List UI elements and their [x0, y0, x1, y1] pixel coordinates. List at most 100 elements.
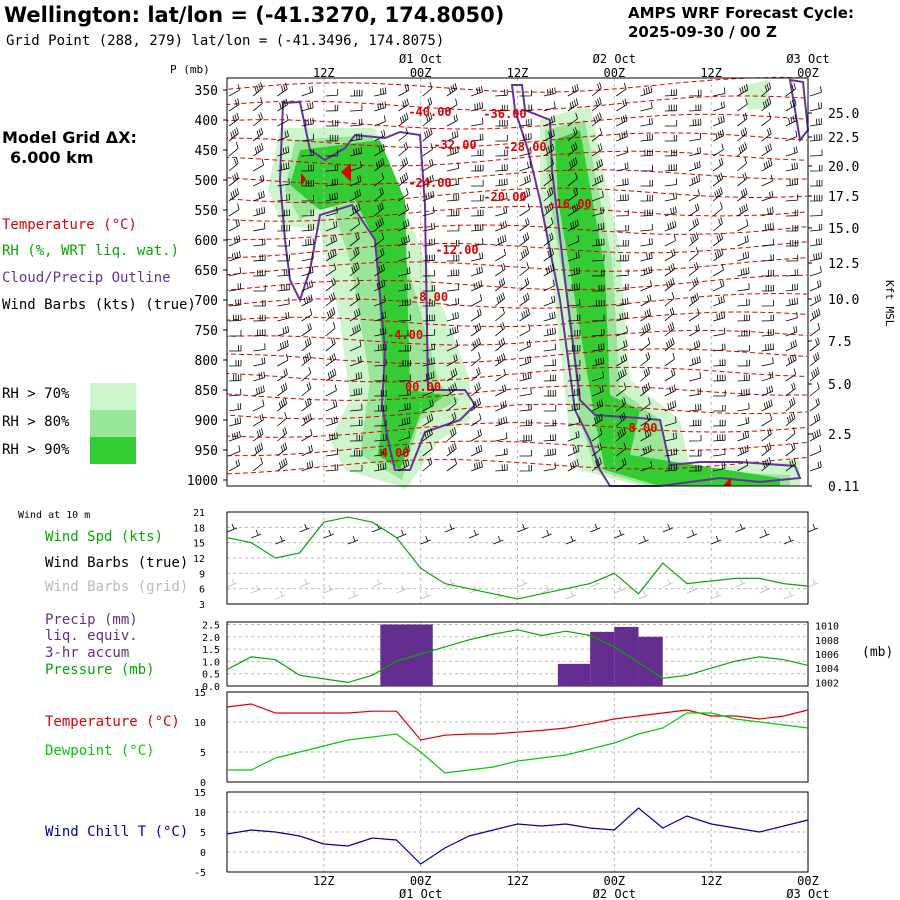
surface-wind-barb	[299, 523, 310, 533]
wind-barb	[591, 385, 604, 397]
wind-barb	[470, 460, 483, 472]
wind-barb	[591, 427, 603, 442]
height-tick-label: 5.0	[828, 378, 851, 393]
wind-barb	[640, 194, 653, 202]
grid-wind-barb	[420, 590, 431, 600]
wind-barb	[253, 238, 266, 247]
wind-barb	[277, 209, 290, 217]
temperature-contour	[226, 187, 808, 204]
wind-barb	[301, 209, 314, 217]
pressure-tick-label: 1006	[815, 650, 839, 661]
wind-barb	[640, 337, 651, 352]
top-date-label: Ø1 Oct	[399, 52, 442, 66]
wind-barb	[495, 432, 508, 442]
surface-wind-barb	[759, 529, 770, 539]
surface-wind-barb	[638, 535, 649, 545]
wind-barb	[567, 345, 581, 352]
wind-chill-tick-label: 0	[200, 848, 206, 859]
wind-barb	[640, 133, 653, 142]
wind-barb	[228, 283, 242, 292]
wind-barb	[591, 399, 604, 412]
wind-barb	[543, 295, 556, 307]
wind-barb	[228, 459, 240, 472]
wind-barb	[446, 146, 459, 157]
wind-barb	[253, 357, 266, 367]
pressure-tick-label: 1008	[815, 636, 839, 647]
rh-region-rh90	[555, 130, 780, 486]
wind-barb	[252, 413, 264, 427]
wind-barb	[761, 269, 774, 277]
wind-barb	[543, 419, 557, 427]
wind-barb	[567, 98, 579, 112]
wind-barb	[737, 416, 750, 427]
precip-tick-label: 0.0	[202, 682, 220, 693]
wind-barb	[567, 374, 581, 382]
precip-tick-label: 0.5	[202, 670, 220, 681]
wind-barb	[422, 299, 436, 307]
wind-barb	[640, 294, 652, 307]
surface-wind-barb	[420, 535, 431, 545]
wind-barb	[519, 340, 531, 352]
wind-barb	[446, 162, 459, 172]
wind-barb	[471, 209, 484, 217]
wind-barb	[253, 399, 265, 412]
wind-barb	[301, 444, 313, 457]
wind-barb	[737, 345, 750, 352]
wind-speed-tick-label: 3	[199, 600, 205, 611]
wind-barb	[640, 308, 652, 322]
top-date-label: Ø2 Oct	[593, 52, 636, 66]
wind-barb	[374, 374, 387, 382]
wind-barb	[398, 219, 410, 232]
wind-barb	[422, 329, 435, 337]
wind-barb	[640, 413, 651, 427]
wind-barb	[374, 327, 387, 337]
wind-barb	[325, 178, 339, 187]
wind-barb	[253, 174, 265, 187]
wind-barb	[616, 146, 629, 157]
wind-barb	[664, 352, 675, 367]
wind-barb	[446, 325, 459, 337]
wind-barb	[398, 314, 411, 322]
wind-barb	[277, 146, 290, 157]
wind-barb	[712, 172, 723, 187]
wind-barb	[616, 269, 629, 277]
dewpoint-label: Dewpoint (°C)	[45, 743, 155, 759]
grid-wind-barb	[711, 590, 722, 600]
wind-barb	[616, 325, 628, 337]
wind-barb	[640, 209, 653, 217]
wind-barb	[785, 240, 799, 247]
wind-barb	[809, 252, 823, 262]
wind-barb	[349, 403, 363, 412]
wind-barb	[325, 164, 339, 172]
wind-barb	[470, 352, 481, 367]
pressure-tick-label: 400	[195, 114, 218, 129]
wind-speed-tick-label: 18	[193, 523, 205, 534]
wind-barb	[664, 234, 676, 247]
wind-barb	[349, 232, 360, 247]
wind-barb	[567, 157, 578, 172]
wind-barb	[688, 292, 699, 307]
wind-barb	[785, 162, 798, 172]
wind-barb	[640, 460, 653, 472]
wind-barb	[543, 359, 557, 367]
wind-barb	[252, 127, 264, 142]
wind-barb	[325, 149, 339, 157]
wind-barb	[398, 127, 409, 142]
wind-barb	[252, 143, 264, 157]
wind-barb	[228, 251, 241, 262]
wind-barb	[349, 387, 363, 397]
wind-barb	[809, 413, 821, 427]
wind-barb	[252, 112, 263, 127]
wind-barb	[301, 428, 313, 442]
wind-barb	[495, 248, 506, 262]
grid-spacing-label: Model Grid ΔX:	[2, 128, 137, 147]
wind-barb	[228, 267, 242, 277]
wind-barb	[761, 413, 773, 427]
wind-barb	[688, 232, 699, 247]
pressure-tick-label: 500	[195, 174, 218, 189]
wind-barb	[495, 149, 508, 157]
grid-wind-barb	[468, 584, 480, 594]
wind-barb	[616, 368, 627, 382]
wind-barb	[688, 262, 699, 277]
wind-barb	[374, 359, 387, 367]
